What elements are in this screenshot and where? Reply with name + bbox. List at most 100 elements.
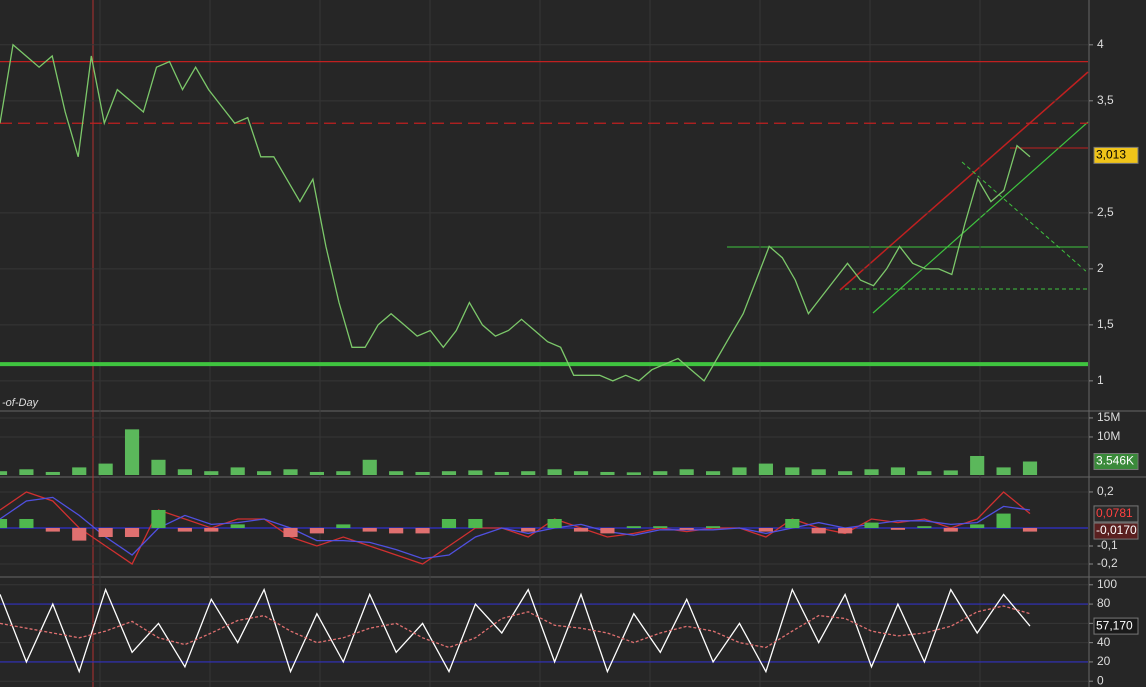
bar bbox=[19, 469, 34, 475]
bar bbox=[917, 471, 932, 475]
series-line bbox=[0, 43, 1031, 382]
y-tick-label: 20 bbox=[1097, 654, 1111, 668]
series-line bbox=[0, 587, 1031, 674]
bar bbox=[362, 459, 377, 475]
y-tick-label: 100 bbox=[1097, 577, 1117, 591]
bar bbox=[679, 527, 694, 530]
bar bbox=[415, 471, 430, 475]
bar bbox=[758, 527, 773, 532]
last-value-box bbox=[1093, 453, 1139, 471]
bar bbox=[0, 471, 8, 475]
bar bbox=[230, 524, 245, 528]
last-value-label: 3.546K bbox=[1096, 454, 1134, 468]
y-tick-label: -0,1 bbox=[1097, 538, 1118, 552]
bar bbox=[494, 471, 509, 475]
series-line bbox=[0, 605, 1031, 649]
bar bbox=[838, 527, 853, 534]
bar bbox=[521, 527, 536, 532]
bar bbox=[309, 471, 325, 475]
last-value-box bbox=[1093, 617, 1139, 635]
bar bbox=[19, 518, 34, 528]
y-tick-label: -0,2 bbox=[1097, 556, 1118, 570]
bar bbox=[124, 429, 140, 475]
bar bbox=[0, 518, 8, 528]
y-tick-label: 1,5 bbox=[1097, 317, 1114, 331]
trend-line bbox=[839, 71, 1089, 291]
bar bbox=[547, 518, 562, 528]
bar bbox=[441, 518, 457, 528]
bar bbox=[600, 527, 615, 534]
y-tick-label: 80 bbox=[1097, 596, 1111, 610]
bar bbox=[626, 472, 641, 475]
y-tick-label: 2,5 bbox=[1097, 205, 1114, 219]
y-tick-label: 0,2 bbox=[1097, 484, 1114, 498]
bar bbox=[811, 469, 826, 475]
bar bbox=[943, 470, 958, 475]
bar bbox=[230, 467, 245, 475]
bar bbox=[996, 467, 1011, 475]
y-tick-label: 1 bbox=[1097, 373, 1104, 387]
y-tick-label: 2 bbox=[1097, 261, 1104, 275]
bar bbox=[72, 467, 87, 475]
bar bbox=[521, 471, 536, 475]
bar bbox=[811, 527, 826, 534]
last-value-label: 57,170 bbox=[1096, 618, 1133, 632]
bar bbox=[177, 527, 192, 532]
bar bbox=[1022, 527, 1038, 532]
bar bbox=[283, 469, 298, 475]
bar bbox=[98, 527, 113, 537]
bar bbox=[653, 471, 668, 475]
bar bbox=[996, 513, 1011, 528]
bar bbox=[864, 469, 879, 475]
bar bbox=[573, 527, 589, 532]
bar bbox=[838, 471, 853, 475]
bar bbox=[758, 463, 773, 475]
bar bbox=[336, 524, 351, 528]
bar bbox=[864, 522, 879, 528]
bar bbox=[785, 518, 800, 528]
bar bbox=[45, 471, 60, 475]
y-tick-label: 0 bbox=[1097, 673, 1104, 687]
y-tick-label: 3,5 bbox=[1097, 93, 1114, 107]
bar bbox=[890, 527, 906, 530]
last-value-label: 0,0781 bbox=[1096, 506, 1133, 520]
last-value-label: 3,013 bbox=[1096, 148, 1126, 162]
bar bbox=[1022, 461, 1038, 475]
bar bbox=[441, 471, 457, 475]
bar bbox=[204, 527, 219, 532]
last-value-label: -0,0170 bbox=[1096, 523, 1137, 537]
y-tick-label: 15M bbox=[1097, 410, 1120, 424]
bar bbox=[204, 471, 219, 475]
bar bbox=[468, 518, 483, 528]
bar bbox=[45, 527, 60, 532]
bar bbox=[573, 471, 589, 475]
bar bbox=[415, 527, 430, 534]
bar bbox=[653, 526, 668, 528]
bar bbox=[705, 471, 721, 475]
bar bbox=[785, 467, 800, 475]
bar bbox=[389, 527, 404, 534]
y-tick-label: 40 bbox=[1097, 635, 1111, 649]
last-value-box bbox=[1093, 505, 1139, 523]
bar bbox=[547, 469, 562, 475]
bar bbox=[679, 469, 694, 475]
bar bbox=[705, 526, 721, 528]
y-tick-label: 4 bbox=[1097, 37, 1104, 51]
bar bbox=[600, 471, 615, 475]
last-value-box bbox=[1093, 146, 1139, 164]
bar bbox=[336, 471, 351, 475]
bar bbox=[732, 467, 747, 475]
bar bbox=[257, 471, 272, 475]
bar bbox=[151, 459, 166, 475]
bar bbox=[151, 509, 166, 528]
bar bbox=[468, 470, 483, 475]
bar bbox=[890, 467, 906, 475]
bar bbox=[309, 527, 325, 534]
bar bbox=[283, 527, 298, 537]
bar bbox=[943, 527, 958, 532]
bar bbox=[72, 527, 87, 541]
bar bbox=[177, 469, 192, 475]
bar bbox=[970, 455, 985, 475]
